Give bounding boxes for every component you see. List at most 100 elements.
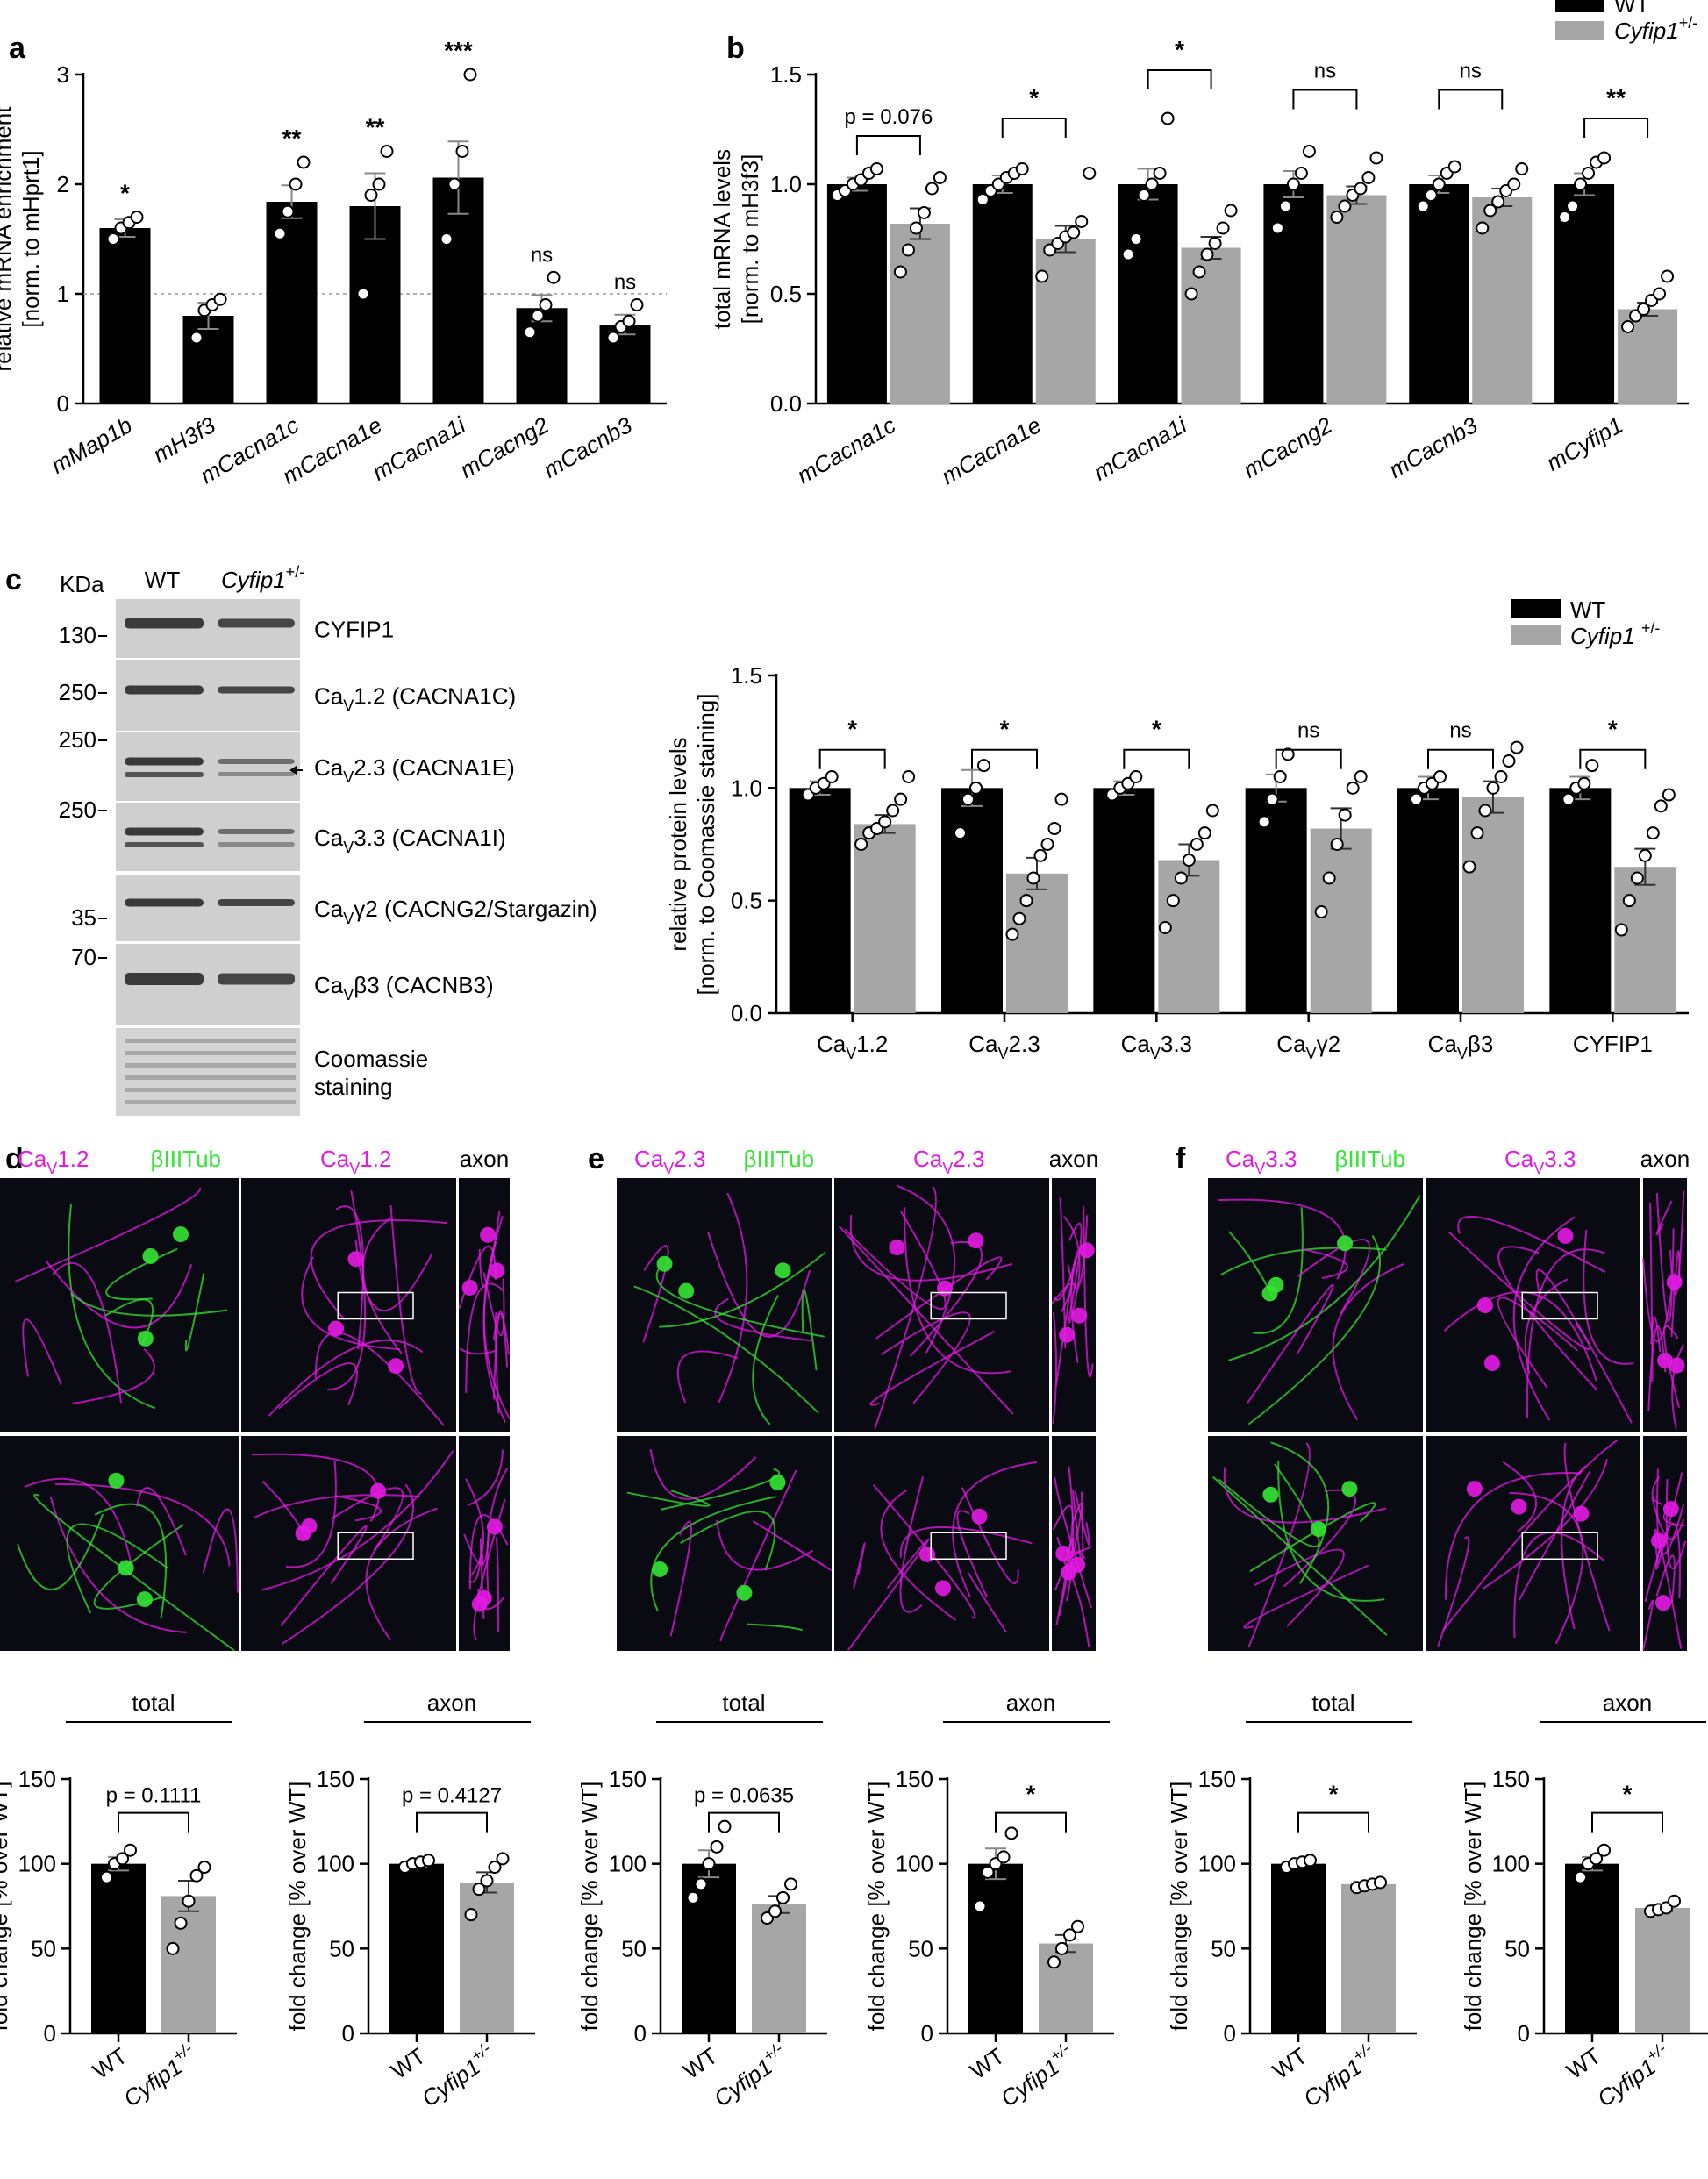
comparison-label: p = 0.0635 (694, 1784, 794, 1808)
row-label-group: WT (589, 1288, 615, 1324)
neurite (1054, 1476, 1092, 1609)
data-point (977, 759, 990, 773)
bar (1341, 1883, 1396, 2033)
y-tick-label: 150 (1198, 1766, 1236, 1792)
channel-label-b: βIIITub (151, 1146, 221, 1172)
data-point (496, 1852, 510, 1866)
data-point (166, 1941, 180, 1955)
band-het (218, 618, 295, 628)
cell-body (1651, 1532, 1668, 1549)
neurite (70, 1292, 228, 1317)
neurite (909, 1241, 983, 1357)
bar (789, 788, 851, 1013)
cell-body (769, 1474, 786, 1490)
data-point (1067, 225, 1081, 239)
data-point (825, 770, 839, 783)
neurite (1524, 1278, 1569, 1374)
comparison-label: * (1623, 1781, 1633, 1808)
coomassie-band (125, 1100, 296, 1104)
data-point (1433, 770, 1447, 783)
data-point (894, 792, 908, 806)
neurite (46, 1261, 193, 1329)
blot-row-label: CaVβ3 (CACNB3) (314, 972, 494, 1004)
data-point (969, 781, 983, 795)
x-tick-label-group: WT (88, 2042, 132, 2084)
legend-c-wt-label: WT (1570, 597, 1606, 623)
data-point (1033, 848, 1047, 862)
y-label-line2: [norm. to mH3f3] (737, 154, 763, 325)
neurite (1650, 1316, 1662, 1353)
blot-row: 250 CaV3.3 (CACNA1I) (59, 797, 506, 871)
data-point (1047, 1955, 1061, 1969)
data-point (1216, 221, 1230, 235)
data-point (422, 1854, 435, 1868)
data-point (1470, 826, 1484, 840)
comparison-label: ns (1460, 60, 1482, 83)
blot-background (116, 732, 300, 801)
data-point (1270, 221, 1284, 235)
neurite (482, 1272, 505, 1337)
x-tick-label: Cyfip1+/- (994, 2040, 1080, 2111)
channel-label-axon: axon (460, 1146, 509, 1172)
x-tick-label: WT (1561, 2042, 1605, 2084)
merge-image (617, 1436, 833, 1651)
data-point (1200, 247, 1214, 261)
blot-row-label: CaV2.3 (CACNA1E) (314, 754, 515, 786)
data-point (189, 1868, 204, 1883)
data-point (1558, 211, 1572, 224)
y-tick-label: 100 (1198, 1851, 1236, 1877)
comparison-bracket (118, 1811, 189, 1833)
y-axis-label: fold change [% over WT] (863, 1782, 890, 2032)
x-tick-label: WT (1268, 2042, 1311, 2084)
y-tick-label: 0 (57, 390, 69, 417)
data-point (1646, 826, 1660, 840)
x-tick-label-group: mCacna1e (937, 411, 1046, 489)
data-point (1265, 792, 1279, 806)
cell-body (461, 1279, 478, 1296)
channel-label-c: CaV3.3 (1504, 1146, 1576, 1177)
comparison-bracket (1583, 118, 1649, 138)
data-point (1354, 182, 1368, 196)
comparison-label: * (1608, 716, 1618, 743)
data-point (1075, 215, 1089, 228)
neurite (1052, 1311, 1058, 1425)
neurite (492, 1310, 509, 1400)
bar (1039, 1943, 1093, 2033)
neurite (714, 1297, 814, 1342)
coomassie-band (125, 1088, 296, 1092)
neurite (1651, 1475, 1663, 1505)
bar (1118, 184, 1178, 404)
data-point (1494, 770, 1508, 783)
neurite (899, 1476, 925, 1613)
axon-image (1642, 1436, 1687, 1651)
channel-label-c: CaV2.3 (913, 1146, 984, 1177)
panel-label-d: d (5, 1142, 24, 1175)
data-point (1314, 905, 1328, 918)
bar (1635, 1907, 1690, 2033)
data-point (1502, 754, 1516, 768)
neurite (853, 1542, 866, 1589)
data-point (1614, 923, 1628, 937)
cell-body (1341, 1481, 1358, 1497)
data-point (975, 193, 990, 206)
x-tick-label-group: WT (965, 2042, 1009, 2084)
cell-body (327, 1320, 344, 1337)
data-point (547, 270, 561, 284)
neurite (844, 1211, 947, 1310)
cell-body (775, 1262, 791, 1279)
coomassie-band (125, 1039, 296, 1043)
blot-background (116, 803, 300, 871)
comparison-label: ** (1606, 84, 1626, 111)
blot-row: 70 CaVβ3 (CACNB3) (71, 944, 494, 1025)
row-label-group: WT (1180, 1288, 1206, 1324)
data-point (1597, 1843, 1611, 1857)
neurite (1249, 1502, 1376, 1573)
neurite (1526, 1248, 1605, 1418)
data-point (1205, 804, 1219, 818)
data-point (488, 1861, 502, 1875)
neurite (49, 1497, 187, 1633)
data-point (1281, 747, 1295, 761)
legend-c-het-swatch (1511, 625, 1561, 645)
neurite (801, 1288, 818, 1371)
